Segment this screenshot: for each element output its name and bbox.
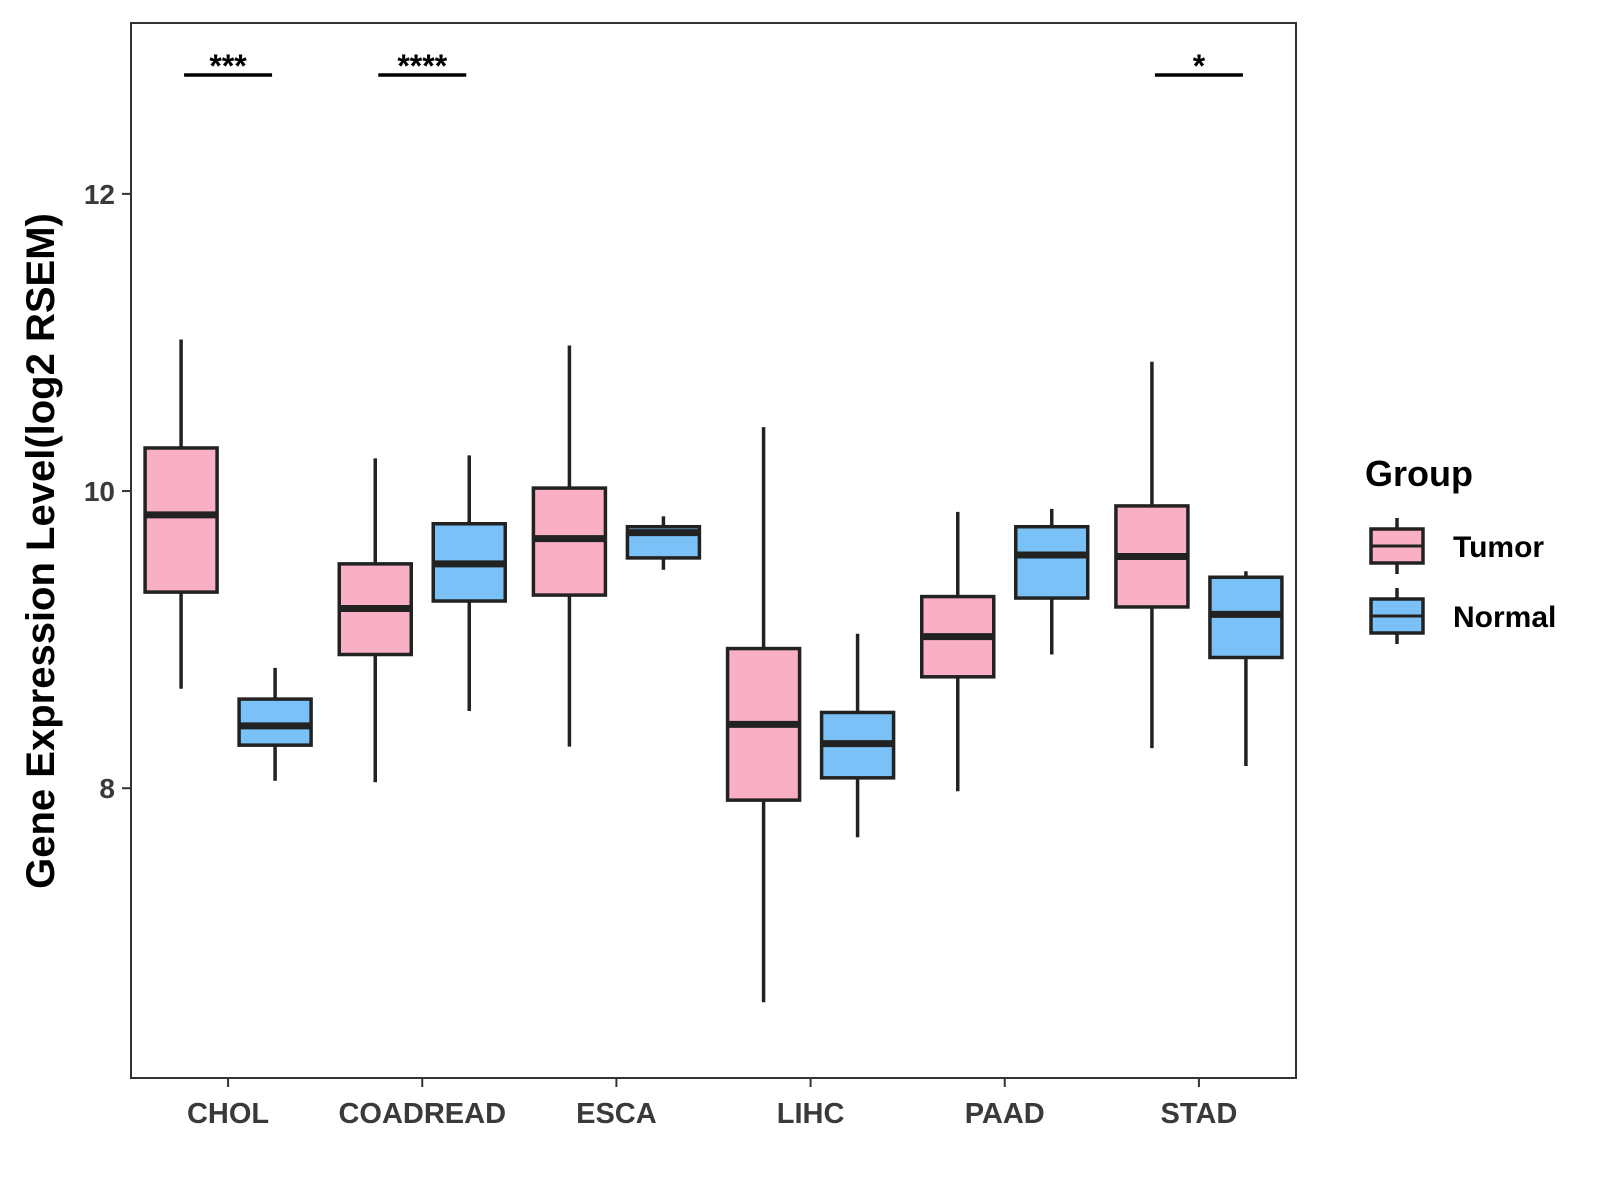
box-tumor-paad [920,511,996,792]
legend: Group Tumor Normal [1365,453,1556,644]
x-tick-label-stad: STAD [1161,1098,1238,1130]
box-normal-paad [1014,508,1090,655]
legend-label: Tumor [1453,531,1544,564]
box-iqr [237,697,313,747]
y-tick-label: 8 [99,773,115,804]
box-tumor-lihc [725,427,802,1003]
box-normal-lihc [819,633,896,838]
x-axis: CHOL COADREAD ESCA LIHC PAAD STAD [187,1078,1237,1130]
box-tumor-stad [1114,361,1190,749]
box-tumor-coadread [337,458,413,783]
legend-item-tumor: Tumor [1369,518,1544,574]
significance-label-coadread: **** [397,48,447,84]
legend-label: Normal [1453,601,1556,634]
y-axis-title: Gene Expression Level(log2 RSEM) [19,213,63,889]
legend-item-normal: Normal [1369,588,1556,644]
x-tick-label-paad: PAAD [965,1098,1045,1130]
significance-label-stad: * [1193,48,1206,84]
y-tick-label: 10 [84,476,115,507]
significance-label-chol: *** [209,48,247,84]
y-axis: 8 10 12 [84,179,131,804]
x-tick-label-esca: ESCA [576,1098,657,1130]
box-normal-coadread [431,455,507,711]
legend-title: Group [1365,453,1473,494]
x-tick-label-lihc: LIHC [777,1098,845,1130]
x-tick-label-chol: CHOL [187,1098,269,1130]
plot-panel [130,22,1297,1079]
y-tick-label: 12 [84,179,115,210]
box-tumor-chol [143,339,219,689]
box-series [143,339,1284,1003]
box-tumor-esca [531,345,608,747]
x-tick-label-coadread: COADREAD [338,1098,506,1130]
box-iqr [1014,524,1090,600]
box-normal-esca [625,516,702,570]
box-normal-chol [237,667,313,781]
box-iqr [143,446,219,594]
box-normal-stad [1208,571,1284,766]
significance-annotations: *** **** * [184,48,1243,84]
